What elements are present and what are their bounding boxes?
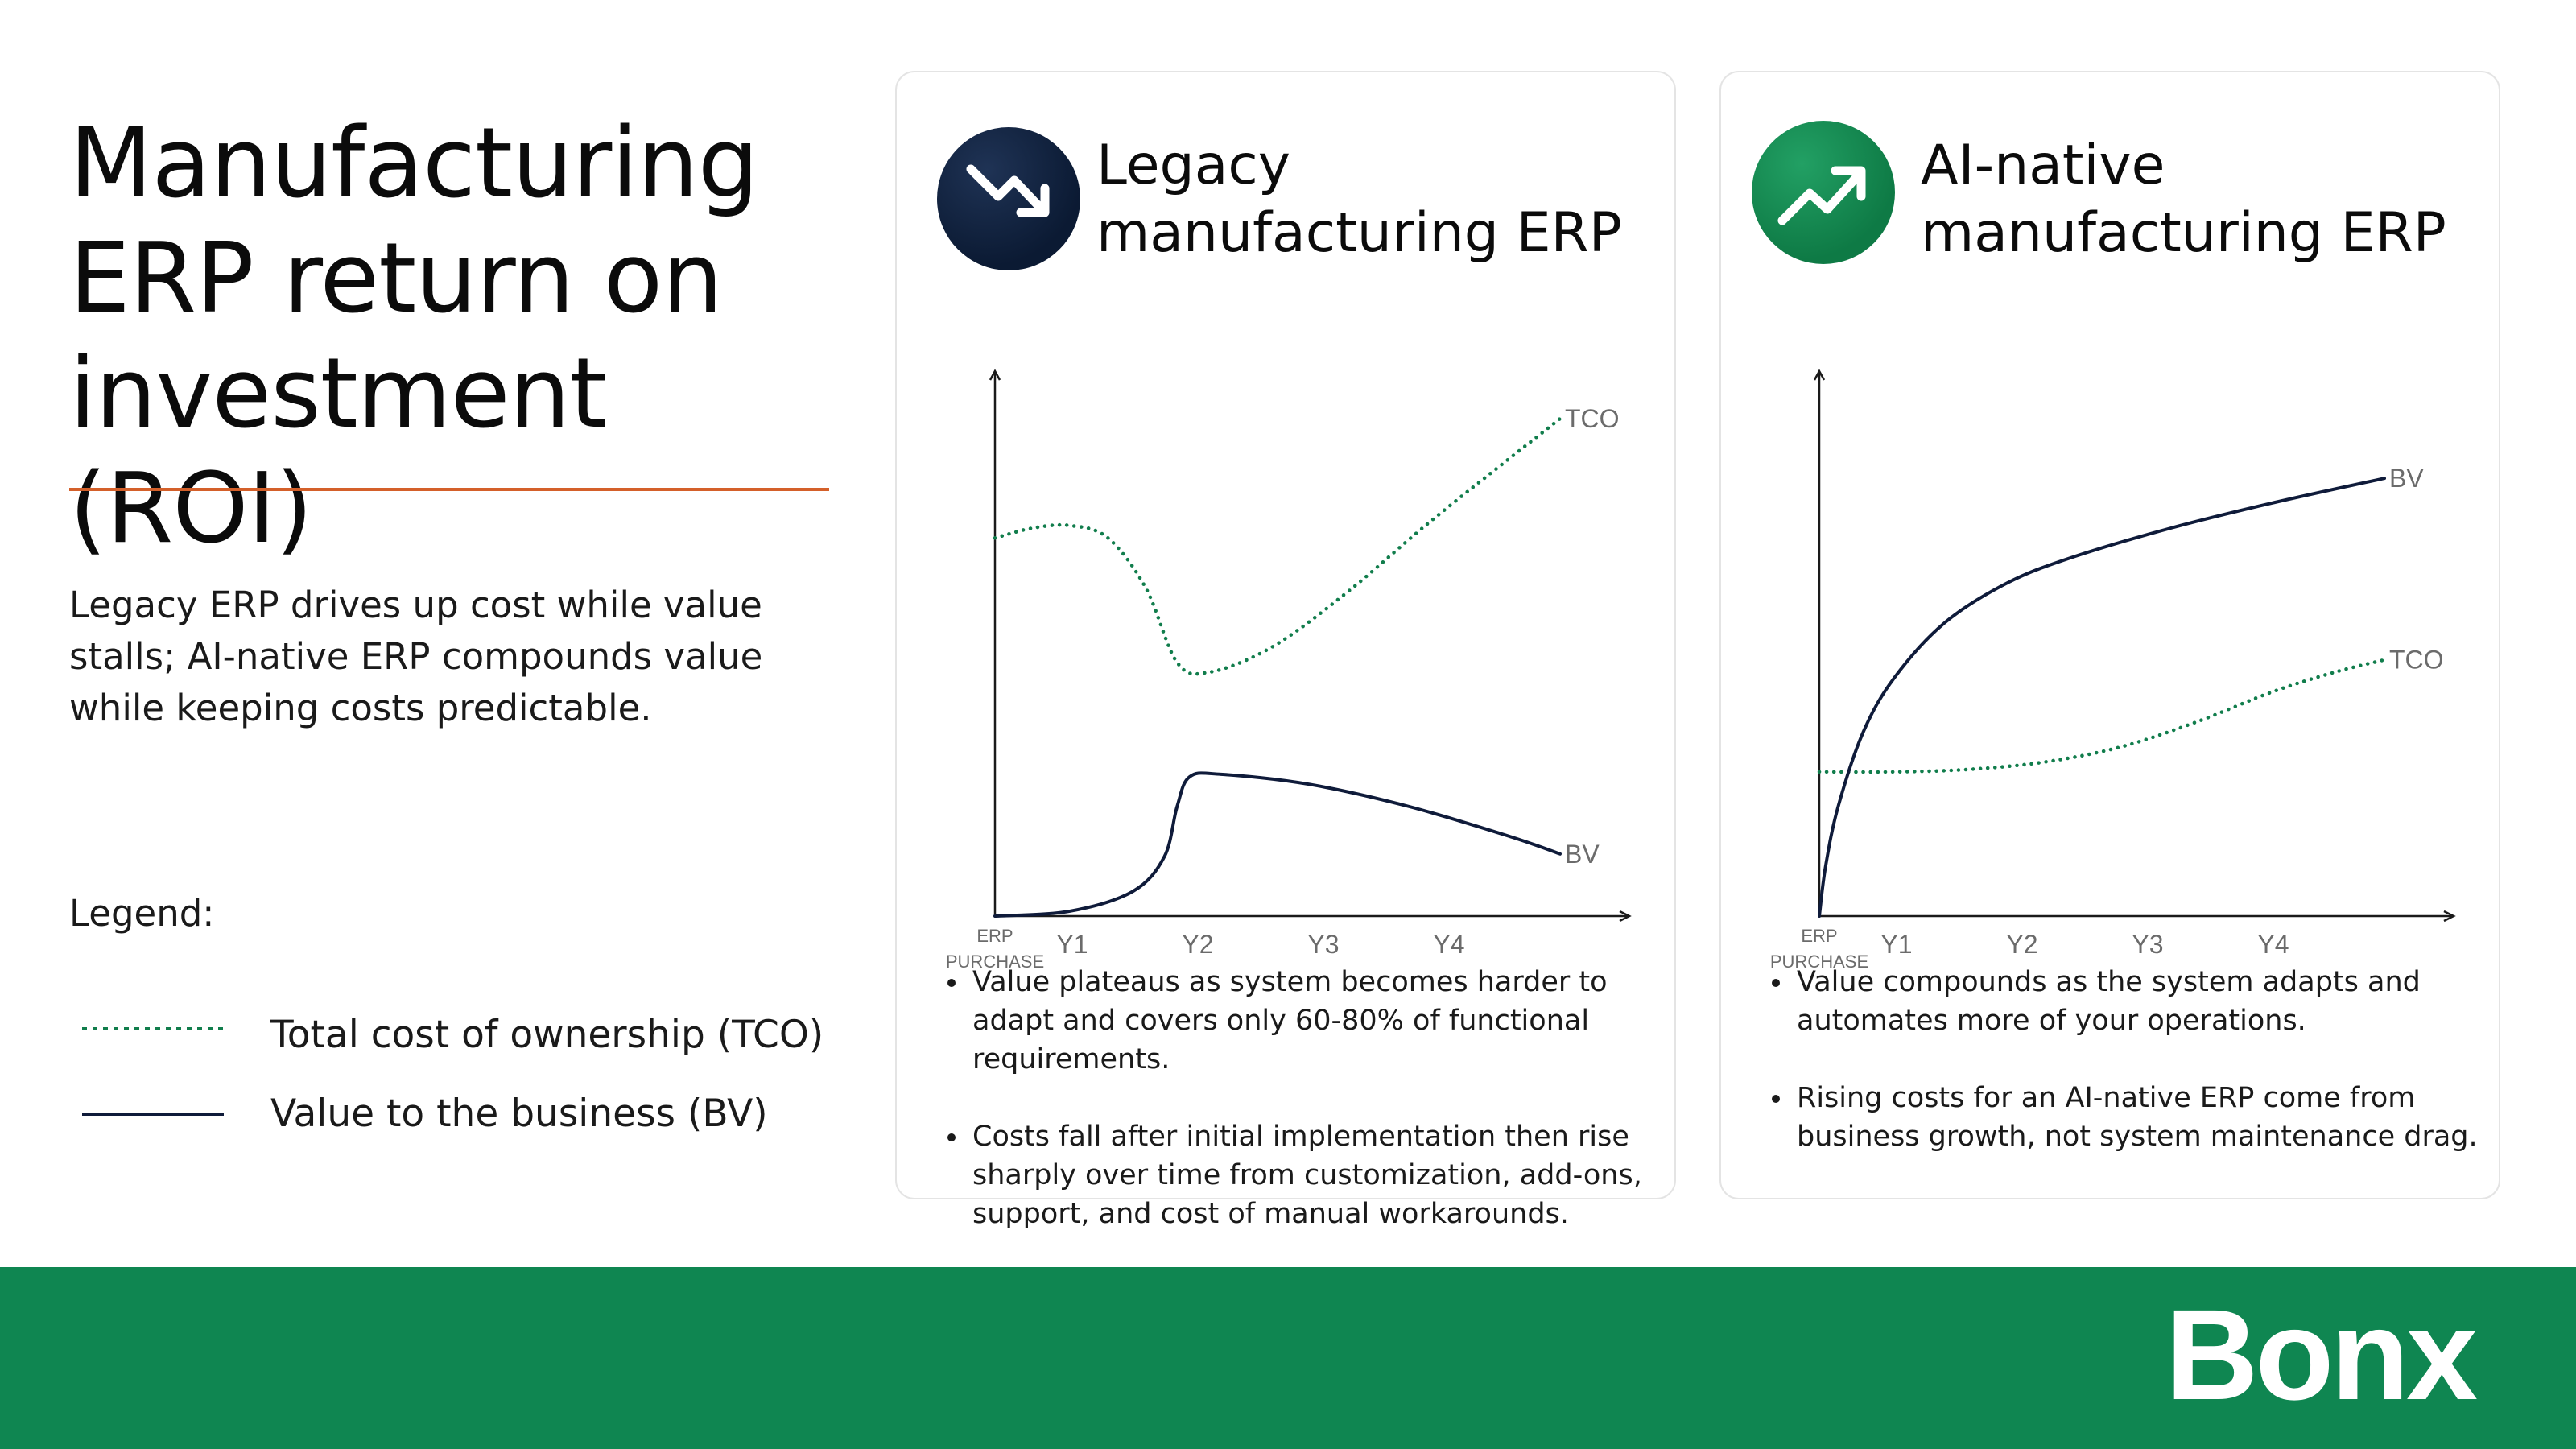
series-line-bv: [1818, 477, 2386, 918]
legend-label-bv: Value to the business (BV): [270, 1092, 768, 1136]
x-tick-label: Y2: [2006, 930, 2037, 959]
trending-down-icon: [937, 127, 1080, 270]
card-title-legacy: Legacy manufacturing ERP: [1096, 132, 1660, 267]
legacy-bullet-list: Value plateaus as system becomes harder …: [932, 963, 1694, 1272]
x-axis-arrow: [1619, 910, 1632, 923]
series-end-label: BV: [1565, 840, 1600, 869]
brand-logo: Bonx: [2165, 1304, 2480, 1417]
series-line-tco: [993, 416, 1563, 676]
card-title-line2: manufacturing ERP: [1921, 201, 2446, 265]
legend-item-bv: Value to the business (BV): [80, 1090, 886, 1138]
card-title-line1: AI-native: [1921, 134, 2165, 197]
page-title: Manufacturing ERP return on investment (…: [69, 108, 759, 565]
page-subtitle: Legacy ERP drives up cost while value st…: [69, 584, 763, 729]
card-title-line2: manufacturing ERP: [1096, 201, 1622, 265]
legend-title: Legend:: [69, 892, 215, 935]
x-tick-label: Y4: [1433, 930, 1464, 959]
card-title-ai-native: AI-native manufacturing ERP: [1921, 132, 2484, 267]
ai-native-erp-card: AI-native manufacturing ERP ERP PURCHASE Y…: [1719, 71, 2500, 1199]
trending-up-icon: [1752, 121, 1895, 264]
y-axis-arrow: [1813, 369, 1826, 381]
x-tick-label: ERP: [1801, 926, 1837, 946]
x-tick-label: Y3: [1307, 930, 1339, 959]
solid-line-swatch: [82, 1113, 224, 1116]
legacy-erp-card: Legacy manufacturing ERP ERP PURCHASE Y1 Y2…: [895, 71, 1676, 1230]
x-tick-label: Y4: [2257, 930, 2289, 959]
ai-native-roi-line-chart: ERP PURCHASE Y1 Y2 Y3 Y4 TCO BV: [1770, 369, 2456, 972]
list-item: Value plateaus as system becomes harder …: [969, 963, 1694, 1079]
brand-logo-text: Bonx: [2165, 1304, 2477, 1417]
series-line-tco: [1817, 658, 2387, 774]
series-end-label: BV: [2389, 464, 2424, 493]
card-title-line1: Legacy: [1096, 134, 1290, 197]
series-end-label: TCO: [2389, 646, 2444, 675]
x-tick-label: PURCHASE: [1770, 952, 1868, 972]
legend-item-tco: Total cost of ownership (TCO): [80, 1011, 886, 1059]
list-item: Rising costs for an AI-native ERP come f…: [1794, 1079, 2518, 1156]
x-tick-label: PURCHASE: [946, 952, 1044, 972]
legend-label-tco: Total cost of ownership (TCO): [270, 1013, 824, 1057]
legacy-roi-line-chart: ERP PURCHASE Y1 Y2 Y3 Y4 TCO BV: [946, 369, 1632, 972]
y-axis-arrow: [989, 369, 1001, 381]
ai-native-bullet-list: Value compounds as the system adapts and…: [1757, 963, 2518, 1195]
x-tick-label: Y3: [2132, 930, 2163, 959]
list-item: Costs fall after initial implementation …: [969, 1117, 1694, 1233]
series-line-bv: [993, 771, 1562, 918]
title-divider: [69, 488, 829, 491]
x-tick-label: Y2: [1182, 930, 1213, 959]
x-axis-arrow: [2443, 910, 2456, 923]
footer-bar: Bonx: [0, 1267, 2576, 1449]
list-item: Value compounds as the system adapts and…: [1794, 963, 2518, 1040]
x-tick-label: Y1: [1880, 930, 1912, 959]
x-tick-label: ERP: [976, 926, 1013, 946]
dotted-line-swatch: [82, 1027, 224, 1030]
series-end-label: TCO: [1565, 404, 1620, 433]
x-tick-label: Y1: [1056, 930, 1088, 959]
